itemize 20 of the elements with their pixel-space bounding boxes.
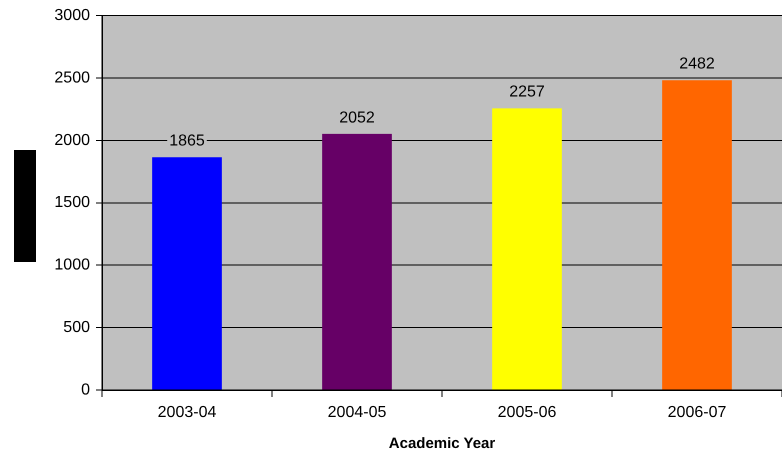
y-tick-label: 2000 [54,132,90,149]
y-tick-label: 0 [81,381,90,398]
bar [492,108,562,390]
y-tick-label: 3000 [54,7,90,24]
bar [152,157,222,390]
x-tick-label: 2004-05 [328,404,386,422]
data-label: 1865 [169,132,205,150]
x-axis-title: Academic Year [388,435,496,452]
y-tick-label: 1500 [54,194,90,212]
y-tick-label: 2500 [54,69,90,86]
x-tick-label: 2006-07 [668,404,726,422]
y-tick-label: 500 [63,319,90,336]
data-label: 2257 [509,84,545,101]
x-tick-label: 2003-04 [158,404,216,422]
bar [322,134,392,390]
data-label: 2482 [679,56,715,73]
bar [662,80,732,390]
data-label: 2052 [339,109,375,126]
x-tick-label: 2005-06 [498,404,556,422]
y-tick-label: 1000 [54,256,90,274]
